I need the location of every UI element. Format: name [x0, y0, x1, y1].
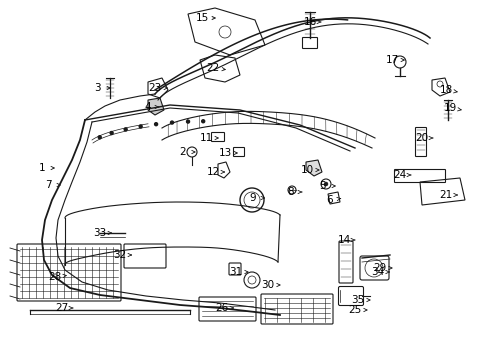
Text: 28: 28	[48, 272, 61, 282]
Text: 12: 12	[206, 167, 219, 177]
Text: 27: 27	[55, 303, 68, 313]
Text: 29: 29	[373, 263, 386, 273]
Text: 5: 5	[319, 181, 325, 191]
Circle shape	[170, 121, 173, 124]
FancyBboxPatch shape	[302, 37, 317, 49]
Text: 34: 34	[370, 267, 384, 277]
Circle shape	[110, 131, 113, 135]
Circle shape	[154, 123, 157, 126]
Text: 24: 24	[392, 170, 406, 180]
FancyBboxPatch shape	[124, 244, 165, 268]
FancyBboxPatch shape	[338, 241, 352, 283]
FancyBboxPatch shape	[359, 256, 388, 280]
Text: 19: 19	[443, 103, 456, 113]
Circle shape	[139, 125, 142, 128]
Text: 33: 33	[93, 228, 106, 238]
Polygon shape	[148, 98, 163, 115]
Text: 21: 21	[439, 190, 452, 200]
FancyBboxPatch shape	[338, 287, 363, 306]
FancyBboxPatch shape	[211, 132, 224, 141]
Circle shape	[324, 182, 327, 186]
FancyBboxPatch shape	[394, 170, 445, 183]
Text: 35: 35	[351, 295, 364, 305]
FancyBboxPatch shape	[261, 294, 332, 324]
Text: 31: 31	[229, 267, 242, 277]
Text: 9: 9	[249, 193, 256, 203]
Text: 17: 17	[385, 55, 398, 65]
Text: 32: 32	[113, 250, 126, 260]
Text: 2: 2	[179, 147, 186, 157]
FancyBboxPatch shape	[199, 297, 256, 321]
Text: 11: 11	[199, 133, 212, 143]
Text: 6: 6	[326, 195, 333, 205]
Circle shape	[186, 120, 189, 123]
Text: 8: 8	[287, 187, 294, 197]
Circle shape	[124, 128, 127, 131]
FancyBboxPatch shape	[233, 148, 244, 157]
FancyBboxPatch shape	[228, 263, 241, 275]
Polygon shape	[305, 160, 321, 176]
Text: 22: 22	[206, 63, 219, 73]
FancyBboxPatch shape	[415, 127, 426, 157]
Text: 25: 25	[347, 305, 361, 315]
Text: 3: 3	[94, 83, 100, 93]
Text: 18: 18	[439, 85, 452, 95]
Text: 10: 10	[300, 165, 313, 175]
Text: 20: 20	[415, 133, 427, 143]
Text: 26: 26	[215, 303, 228, 313]
Circle shape	[98, 136, 101, 139]
FancyBboxPatch shape	[17, 244, 121, 301]
Text: 7: 7	[44, 180, 51, 190]
Text: 30: 30	[261, 280, 274, 290]
Text: 16: 16	[303, 17, 316, 27]
Text: 4: 4	[144, 102, 151, 112]
Text: 15: 15	[195, 13, 208, 23]
Text: 14: 14	[337, 235, 350, 245]
Circle shape	[201, 120, 204, 123]
Text: 23: 23	[148, 83, 162, 93]
Text: 13: 13	[218, 148, 231, 158]
Text: 1: 1	[39, 163, 45, 173]
